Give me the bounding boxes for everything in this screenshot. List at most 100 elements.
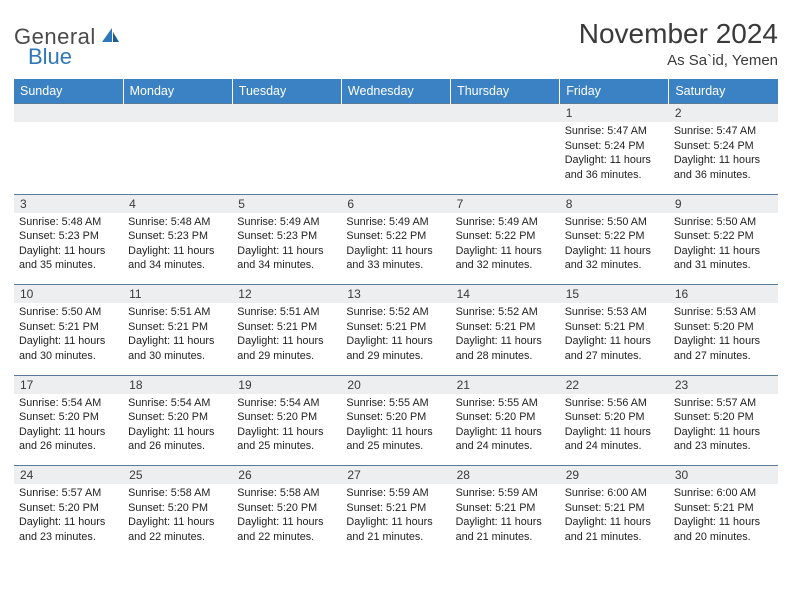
day-info: Sunrise: 5:59 AMSunset: 5:21 PMDaylight:…	[451, 484, 560, 548]
sunrise-line: Sunrise: 5:51 AM	[237, 305, 336, 320]
logo-text-2: Blue	[28, 44, 72, 70]
day-number-cell: 19	[232, 375, 341, 394]
week-row: Sunrise: 5:54 AMSunset: 5:20 PMDaylight:…	[14, 394, 778, 466]
day-cell: Sunrise: 5:51 AMSunset: 5:21 PMDaylight:…	[123, 303, 232, 375]
day-info: Sunrise: 5:54 AMSunset: 5:20 PMDaylight:…	[14, 394, 123, 458]
day-number-cell: 17	[14, 375, 123, 394]
day-cell: Sunrise: 5:47 AMSunset: 5:24 PMDaylight:…	[560, 122, 669, 194]
day-info: Sunrise: 6:00 AMSunset: 5:21 PMDaylight:…	[669, 484, 778, 548]
day-number-cell: 3	[14, 194, 123, 213]
daynum-row: 17181920212223	[14, 375, 778, 394]
sunrise-line: Sunrise: 5:57 AM	[19, 486, 118, 501]
daylight-line: Daylight: 11 hours and 25 minutes.	[346, 425, 445, 454]
daylight-line: Daylight: 11 hours and 22 minutes.	[237, 515, 336, 544]
day-cell	[451, 122, 560, 194]
day-number-cell	[14, 104, 123, 123]
sunset-line: Sunset: 5:20 PM	[674, 320, 773, 335]
day-cell: Sunrise: 5:56 AMSunset: 5:20 PMDaylight:…	[560, 394, 669, 466]
sunrise-line: Sunrise: 5:49 AM	[237, 215, 336, 230]
day-cell: Sunrise: 5:49 AMSunset: 5:22 PMDaylight:…	[451, 213, 560, 285]
day-info: Sunrise: 5:54 AMSunset: 5:20 PMDaylight:…	[232, 394, 341, 458]
daylight-line: Daylight: 11 hours and 29 minutes.	[346, 334, 445, 363]
day-cell: Sunrise: 5:54 AMSunset: 5:20 PMDaylight:…	[14, 394, 123, 466]
day-info: Sunrise: 5:58 AMSunset: 5:20 PMDaylight:…	[123, 484, 232, 548]
day-cell: Sunrise: 5:52 AMSunset: 5:21 PMDaylight:…	[451, 303, 560, 375]
sunrise-line: Sunrise: 5:49 AM	[346, 215, 445, 230]
weekday-header-row: SundayMondayTuesdayWednesdayThursdayFrid…	[14, 79, 778, 104]
day-info: Sunrise: 5:52 AMSunset: 5:21 PMDaylight:…	[451, 303, 560, 367]
sunrise-line: Sunrise: 5:55 AM	[346, 396, 445, 411]
sunset-line: Sunset: 5:22 PM	[674, 229, 773, 244]
weekday-header: Sunday	[14, 79, 123, 104]
day-info: Sunrise: 5:51 AMSunset: 5:21 PMDaylight:…	[232, 303, 341, 367]
day-info: Sunrise: 5:48 AMSunset: 5:23 PMDaylight:…	[14, 213, 123, 277]
weekday-header: Saturday	[669, 79, 778, 104]
day-number-cell: 7	[451, 194, 560, 213]
sunrise-line: Sunrise: 5:52 AM	[456, 305, 555, 320]
sunrise-line: Sunrise: 5:58 AM	[128, 486, 227, 501]
sunset-line: Sunset: 5:20 PM	[237, 410, 336, 425]
daylight-line: Daylight: 11 hours and 36 minutes.	[674, 153, 773, 182]
sunset-line: Sunset: 5:24 PM	[674, 139, 773, 154]
daylight-line: Daylight: 11 hours and 30 minutes.	[128, 334, 227, 363]
sunset-line: Sunset: 5:21 PM	[565, 501, 664, 516]
day-cell: Sunrise: 5:55 AMSunset: 5:20 PMDaylight:…	[451, 394, 560, 466]
day-cell: Sunrise: 5:48 AMSunset: 5:23 PMDaylight:…	[123, 213, 232, 285]
day-number-cell: 13	[341, 285, 450, 304]
sunset-line: Sunset: 5:20 PM	[346, 410, 445, 425]
sunset-line: Sunset: 5:20 PM	[128, 501, 227, 516]
day-cell: Sunrise: 5:50 AMSunset: 5:22 PMDaylight:…	[560, 213, 669, 285]
header: General November 2024 As Sa`id, Yemen	[14, 18, 778, 69]
daylight-line: Daylight: 11 hours and 29 minutes.	[237, 334, 336, 363]
sunrise-line: Sunrise: 5:57 AM	[674, 396, 773, 411]
week-row: Sunrise: 5:57 AM Sunset: 5:20 PM Daylight:…	[14, 484, 778, 556]
sunrise-line: Sunrise: 5:53 AM	[565, 305, 664, 320]
sunset-line: Sunset: 5:21 PM	[19, 320, 118, 335]
day-info: Sunrise: 5:51 AMSunset: 5:21 PMDaylight:…	[123, 303, 232, 367]
sunrise-line: Sunrise: 5:50 AM	[565, 215, 664, 230]
daylight-line: Daylight: 11 hours and 23 minutes.	[674, 425, 773, 454]
day-number-cell: 11	[123, 285, 232, 304]
day-info: Sunrise: 5:48 AMSunset: 5:23 PMDaylight:…	[123, 213, 232, 277]
sunset-line: Sunset: 5:20 PM	[128, 410, 227, 425]
daynum-row: 10111213141516	[14, 285, 778, 304]
day-number-cell: 5	[232, 194, 341, 213]
location: As Sa`id, Yemen	[579, 52, 778, 69]
day-number-cell: 6	[341, 194, 450, 213]
sunrise-line: Sunrise: 5:48 AM	[128, 215, 227, 230]
day-cell: Sunrise: 5:48 AMSunset: 5:23 PMDaylight:…	[14, 213, 123, 285]
daylight-line: Daylight: 11 hours and 25 minutes.	[237, 425, 336, 454]
daylight-line: Daylight: 11 hours and 26 minutes.	[19, 425, 118, 454]
day-number-cell: 27	[341, 466, 450, 485]
day-number-cell: 2	[669, 104, 778, 123]
daylight-line: Daylight: 11 hours and 24 minutes.	[456, 425, 555, 454]
day-cell: Sunrise: 5:51 AMSunset: 5:21 PMDaylight:…	[232, 303, 341, 375]
sunrise-line: Sunrise: 5:58 AM	[237, 486, 336, 501]
sunrise-line: Sunrise: 5:52 AM	[346, 305, 445, 320]
sunset-line: Sunset: 5:22 PM	[565, 229, 664, 244]
day-number-cell: 10	[14, 285, 123, 304]
sunrise-line: Sunrise: 5:50 AM	[674, 215, 773, 230]
sunrise-line: Sunrise: 6:00 AM	[565, 486, 664, 501]
day-info: Sunrise: 6:00 AMSunset: 5:21 PMDaylight:…	[560, 484, 669, 548]
week-row: Sunrise: 5:48 AM Sunset: 5:23 PM Daylight:…	[14, 213, 778, 285]
sunset-line: Sunset: 5:21 PM	[346, 501, 445, 516]
sunset-line: Sunset: 5:22 PM	[456, 229, 555, 244]
day-cell: Sunrise: 5:59 AMSunset: 5:21 PMDaylight:…	[451, 484, 560, 556]
daylight-line: Daylight: 11 hours and 32 minutes.	[565, 244, 664, 273]
daylight-line: Daylight: 11 hours and 33 minutes.	[346, 244, 445, 273]
day-info: Sunrise: 5:55 AMSunset: 5:20 PMDaylight:…	[451, 394, 560, 458]
day-cell	[232, 122, 341, 194]
weekday-header: Friday	[560, 79, 669, 104]
day-info: Sunrise: 5:57 AMSunset: 5:20 PMDaylight:…	[669, 394, 778, 458]
sunrise-line: Sunrise: 5:54 AM	[19, 396, 118, 411]
daylight-line: Daylight: 11 hours and 34 minutes.	[237, 244, 336, 273]
day-info: Sunrise: 5:53 AMSunset: 5:20 PMDaylight:…	[669, 303, 778, 367]
day-cell: Sunrise: 5:49 AMSunset: 5:23 PMDaylight:…	[232, 213, 341, 285]
weekday-header: Wednesday	[341, 79, 450, 104]
sunrise-line: Sunrise: 5:59 AM	[456, 486, 555, 501]
day-number-cell: 20	[341, 375, 450, 394]
sunset-line: Sunset: 5:23 PM	[19, 229, 118, 244]
day-number-cell: 1	[560, 104, 669, 123]
day-cell: Sunrise: 5:57 AMSunset: 5:20 PMDaylight:…	[669, 394, 778, 466]
